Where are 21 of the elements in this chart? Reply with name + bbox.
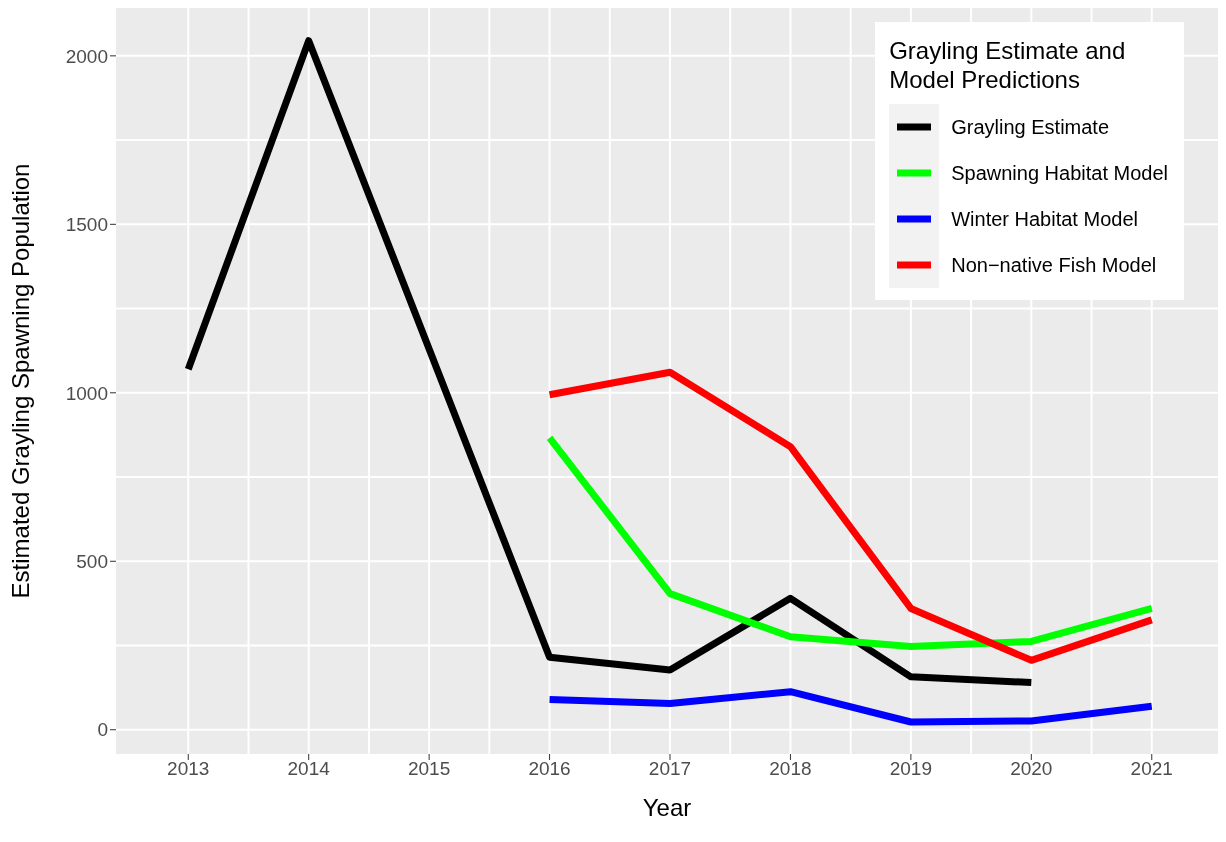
y-axis-title: Estimated Grayling Spawning Population — [6, 163, 34, 599]
x-tick-label: 2019 — [889, 758, 933, 780]
x-tick-label: 2016 — [528, 758, 571, 780]
x-axis-title: Year — [642, 794, 692, 821]
legend-label: Winter Habitat Model — [951, 207, 1138, 231]
legend-label: Grayling Estimate — [951, 115, 1110, 139]
x-tick-label: 2014 — [287, 758, 331, 780]
y-tick-label: 500 — [76, 551, 108, 573]
x-tick-label: 2020 — [1010, 758, 1053, 780]
x-tick-label: 2015 — [408, 758, 451, 780]
x-tick-label: 2018 — [769, 758, 812, 780]
legend-label: Non−native Fish Model — [951, 253, 1157, 277]
y-tick-label: 0 — [97, 719, 108, 741]
legend-label: Spawning Habitat Model — [951, 161, 1168, 185]
y-tick-label: 1000 — [65, 382, 108, 404]
legend-title: Grayling Estimate and Model Predictions — [889, 36, 1127, 94]
x-tick-label: 2013 — [167, 758, 210, 780]
x-tick-label: 2017 — [648, 758, 692, 780]
y-tick-label: 1500 — [65, 214, 108, 236]
x-tick-label: 2021 — [1130, 758, 1173, 780]
y-tick-label: 2000 — [65, 45, 108, 67]
